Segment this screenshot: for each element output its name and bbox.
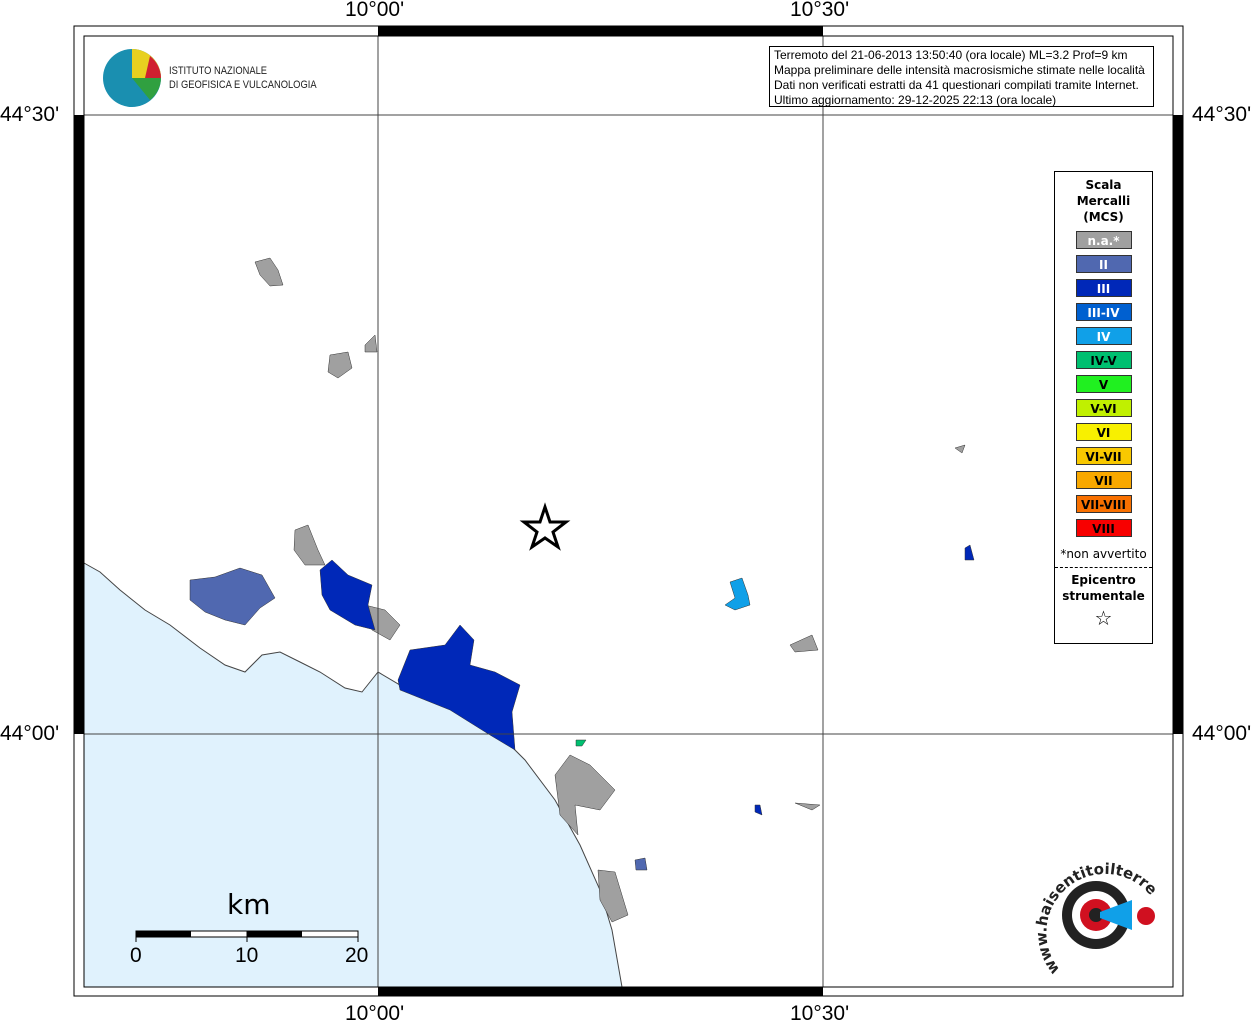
- legend-note: *non avvertito: [1060, 547, 1147, 561]
- lat-tick-left: 44°30': [0, 103, 60, 126]
- area-ii: [634, 857, 648, 871]
- scale-label: 10: [235, 944, 259, 967]
- epicenter-star-icon: [519, 502, 571, 551]
- legend-swatch: IV-V: [1075, 351, 1132, 369]
- legend-swatch: VII-VIII: [1075, 495, 1132, 513]
- legend-swatch: III-IV: [1075, 303, 1132, 321]
- sea: [83, 562, 623, 988]
- lat-tick-right: 44°30': [1192, 103, 1252, 126]
- area-iv-v: [575, 739, 587, 747]
- legend-swatch: IV: [1075, 327, 1132, 345]
- area-iii: [397, 624, 521, 751]
- intensity-areas: [189, 257, 975, 923]
- ingv-globe-icon: [103, 49, 161, 107]
- legend-title: Scala Mercalli (MCS): [1076, 178, 1131, 224]
- legend-swatch: III: [1075, 279, 1132, 297]
- lon-tick-top: 10°00': [345, 0, 405, 21]
- area-iii: [754, 804, 763, 816]
- scale-label: 20: [345, 944, 369, 967]
- legend-swatch: VII: [1075, 471, 1132, 489]
- legend-swatch: VIII: [1075, 519, 1132, 537]
- map-frame: [73, 25, 1184, 997]
- area-ii: [189, 567, 276, 626]
- ingv-logo-text: ISTITUTO NAZIONALE DI GEOFISICA E VULCAN…: [169, 65, 317, 91]
- scale-unit: km: [227, 888, 271, 921]
- area-iv: [724, 577, 751, 611]
- svg-text:www.haisentitoilterremoto.it: www.haisentitoilterremoto.it: [1030, 850, 1160, 978]
- lat-tick-left: 44°00': [0, 722, 60, 745]
- map-description: Mappa preliminare delle intensità macros…: [774, 63, 1145, 77]
- event-info-box: Terremoto del 21-06-2013 13:50:40 (ora l…: [769, 46, 1154, 107]
- lat-tick-right: 44°00': [1192, 722, 1252, 745]
- haisentito-logo-icon: [1062, 881, 1155, 949]
- area-na: [954, 444, 966, 454]
- legend-swatch: II: [1075, 255, 1132, 273]
- lon-tick-top: 10°30': [790, 0, 850, 21]
- legend-swatch: n.a.*: [1075, 231, 1132, 249]
- scale-label: 0: [130, 944, 142, 967]
- lon-tick-bottom: 10°30': [790, 1002, 850, 1025]
- event-line: Terremoto del 21-06-2013 13:50:40 (ora l…: [774, 48, 1128, 62]
- area-na: [254, 257, 284, 287]
- legend-swatch: V-VI: [1075, 399, 1132, 417]
- epicenter-legend-label: Epicentro strumentale: [1062, 573, 1145, 603]
- legend-swatch: V: [1075, 375, 1132, 393]
- graticule: [84, 36, 1173, 987]
- area-iii: [964, 544, 975, 561]
- area-na: [327, 351, 353, 379]
- area-na: [794, 802, 821, 811]
- area-na: [364, 334, 378, 353]
- star-icon: ☆: [1094, 606, 1113, 630]
- area-na: [293, 524, 326, 566]
- legend-swatch: VI: [1075, 423, 1132, 441]
- area-na: [597, 869, 629, 923]
- haisentito-logo-text: www.haisentitoilterremoto.it: [1030, 850, 1160, 978]
- scale-bar: [135, 930, 359, 942]
- area-iii: [319, 559, 376, 631]
- lon-tick-bottom: 10°00': [345, 1002, 405, 1025]
- last-update: Ultimo aggiornamento: 29-12-2025 22:13 (…: [774, 93, 1057, 107]
- data-note: Dati non verificati estratti da 41 quest…: [774, 78, 1139, 92]
- area-na: [789, 634, 819, 653]
- area-na: [554, 754, 616, 836]
- legend-swatch: VI-VII: [1075, 447, 1132, 465]
- mcs-legend: Scala Mercalli (MCS) n.a.* II III III-IV IV IV-…: [1054, 171, 1153, 644]
